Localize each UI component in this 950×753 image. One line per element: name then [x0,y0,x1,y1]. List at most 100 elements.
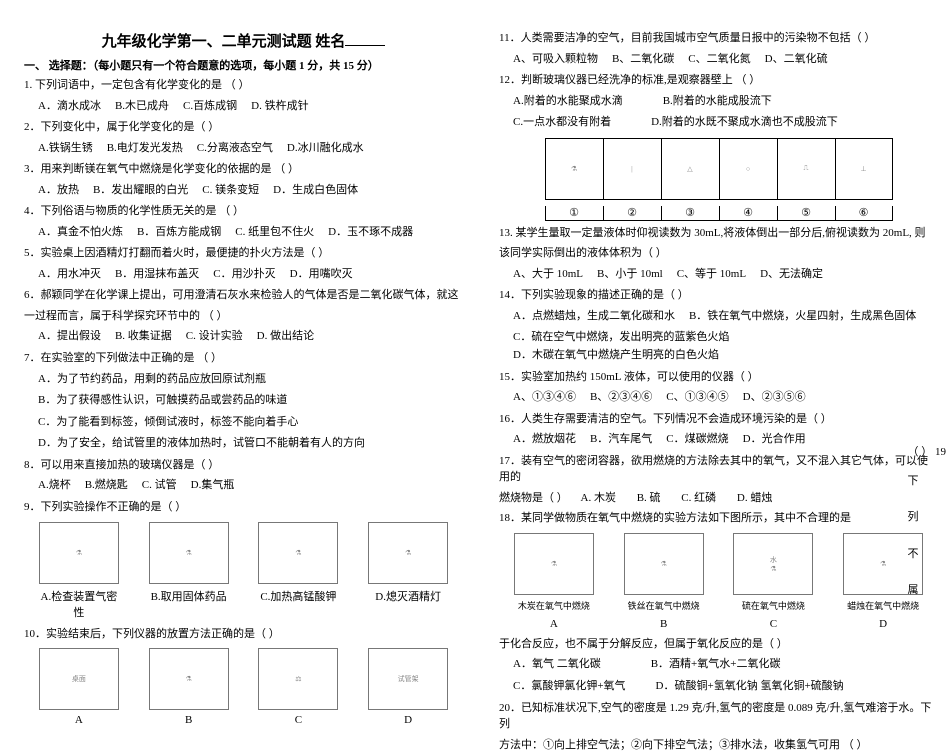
q11A: A、可吸入颗粒物 [513,51,598,69]
q18cA: 木炭在氧气中燃烧 [514,599,594,612]
q5C: C．用沙扑灭 [213,266,275,284]
q12B: B.附着的水能成股流下 [663,93,772,111]
q9lC: C.加热高锰酸钾 [258,588,338,620]
q17D: D. 蜡烛 [737,492,772,504]
q18p: （ ） [908,446,933,458]
q16D: D．光合作用 [743,431,806,449]
q8D: D.集气瓶 [191,477,235,495]
q8B: B.燃烧匙 [85,477,128,495]
q5A: A．用水冲灭 [38,266,101,284]
q1D: D. 铁杵成针 [251,98,308,116]
title: 九年级化学第一、二单元测试题 [102,34,312,50]
g2: ② [603,206,661,221]
q9-figB: ⚗ [149,522,229,584]
q4: 4．下列俗语与物质的化学性质无关的是 （ ） [24,203,463,220]
q12: 12．判断玻璃仪器已经洗净的标准,是观察器壁上 （ ） [499,72,938,89]
name-blank[interactable] [345,45,385,46]
q11: 11．人类需要洁净的空气，目前我国城市空气质量日报中的污染物不包括（ ） [499,30,938,47]
q14D: D．木碳在氧气中燃烧产生明亮的白色火焰 [513,347,719,365]
q7A: A．为了节约药品，用剩的药品应放回原试剂瓶 [38,371,463,389]
grid5: ⎍ [777,138,835,200]
q2D: D.冰川融化成水 [287,140,364,158]
q2A: A.铁锅生锈 [38,140,93,158]
grid1: ⚗ [545,138,603,200]
q10-figB: ⚗ [149,648,229,710]
q4B: B．百炼方能成钢 [137,224,221,242]
q16C: C．煤碳燃烧 [666,431,728,449]
name-label: 姓名 [315,34,345,50]
g4: ④ [719,206,777,221]
q9lB: B.取用固体药品 [149,588,229,620]
q15B: B、②③④⑥ [590,389,652,407]
grid-nums: ① ② ③ ④ ⑤ ⑥ [499,206,938,221]
q6A: A．提出假设 [38,328,101,346]
q18lD: D [843,618,923,630]
q6D: D. 做出结论 [257,328,314,346]
q3C: C. 镁条变短 [202,182,259,200]
q20b: 方法中：①向上排空气法；②向下排空气法；③排水法，收集氢气可用 （ ） [499,737,938,753]
q10-figA: 桌面 [39,648,119,710]
q9lD: D.熄灭酒精灯 [368,588,448,620]
q18cC: 硫在氧气中燃烧 [733,599,813,612]
q15: 15．实验室加热约 150mL 液体，可以使用的仪器（ ） [499,369,938,386]
q13B: B、小于 10ml [597,266,663,284]
q10: 10．实验结束后，下列仪器的放置方法正确的是（ ） [24,626,463,643]
q17C: C. 红磷 [681,492,716,504]
q17A: A. 木炭 [581,492,616,504]
q11C: C、二氧化氮 [688,51,750,69]
q10-figC: ⚖ [258,648,338,710]
q7C: C．为了能看到标签，倾倒试液时，标签不能向着手心 [38,414,463,432]
q17a: 17．装有空气的密闭容器，欲用燃烧的方法除去其中的氧气，又不混入其它气体，可以使… [499,453,938,486]
grid4: ○ [719,138,777,200]
q1A: A．滴水成冰 [38,98,101,116]
s19: 19 [935,446,946,458]
q17b: 燃烧物是（ ） [499,492,568,504]
q10lA: A [39,714,119,726]
q17B: B. 硫 [637,492,661,504]
q18lB: B [624,618,704,630]
sb: 列 [908,503,947,532]
q2: 2．下列变化中，属于化学变化的是（ ） [24,119,463,136]
q13D: D、无法确定 [760,266,823,284]
q4A: A．真金不怕火炼 [38,224,123,242]
q13a: 13. 某学生量取一定量液体时仰视读数为 30mL,将液体倒出一部分后,俯视读数… [499,225,938,242]
q19D: D．硫酸铜+氢氧化钠 氢氧化铜+硫酸钠 [656,678,844,696]
q10-figs: 桌面 ⚗ ⚖ 试管架 [24,648,463,710]
q5: 5．实验桌上因酒精灯打翻而着火时，最便捷的扑火方法是（ ） [24,245,463,262]
q12C: C.一点水都没有附着 [513,114,611,132]
q9lA: A.检查装置气密性 [39,588,119,620]
section-1: 一、 选择题：（每小题只有一个符合题意的选项，每小题 1 分，共 15 分） [24,57,463,73]
q20a: 20．已知标准状况下,空气的密度是 1.29 克/升,氢气的密度是 0.089 … [499,700,938,733]
g3: ③ [661,206,719,221]
grid2: | [603,138,661,200]
q4C: C. 纸里包不住火 [235,224,314,242]
q15C: C、①③④⑤ [666,389,728,407]
q6a: 6．郝颖同学在化学课上提出，可用澄清石灰水来检验人的气体是否是二氧化碳气体，就这 [24,287,463,304]
q13A: A、大于 10mL [513,266,583,284]
sd: 属 [908,576,947,605]
q16: 16．人类生存需要清洁的空气。下列情况不会造成环境污染的是（ ） [499,411,938,428]
q18-figA: ⚗ [514,533,594,595]
q15A: A、①③④⑥ [513,389,576,407]
q2C: C.分离液态空气 [197,140,273,158]
q9-figs: ⚗ ⚗ ⚗ ⚗ [24,522,463,584]
g5: ⑤ [777,206,835,221]
q8: 8．可以用来直接加热的玻璃仪器是（ ） [24,457,463,474]
q18lC: C [733,618,813,630]
q5B: B．用湿抹布盖灭 [115,266,199,284]
q18-figs: ⚗ ⚗ 水⚗ ⚗ [499,533,938,595]
q18-figB: ⚗ [624,533,704,595]
q12D: D.附着的水既不聚成水滴也不成股流下 [651,114,838,132]
q16B: B．汽车尾气 [590,431,652,449]
q16A: A．燃放烟花 [513,431,576,449]
q18-figC: 水⚗ [733,533,813,595]
q14B: B．铁在氧气中燃烧，火星四射，生成黑色固体 [689,308,916,326]
q7D: D．为了安全，给试管里的液体加热时，试管口不能朝着有人的方向 [38,435,463,453]
q19tail: 于化合反应，也不属于分解反应，但属于氧化反应的是（ ） [499,636,938,653]
q6C: C. 设计实验 [186,328,243,346]
q6b: 一过程而言，属于科学探究环节中的 （ ） [24,308,463,325]
q1: 1. 下列词语中，一定包含有化学变化的是 （ ） [24,77,463,94]
grid6: ⊥ [835,138,893,200]
q13C: C、等于 10mL [677,266,746,284]
q3A: A．放热 [38,182,79,200]
